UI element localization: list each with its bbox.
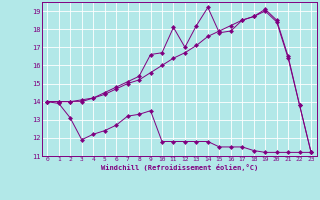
X-axis label: Windchill (Refroidissement éolien,°C): Windchill (Refroidissement éolien,°C) bbox=[100, 164, 258, 171]
